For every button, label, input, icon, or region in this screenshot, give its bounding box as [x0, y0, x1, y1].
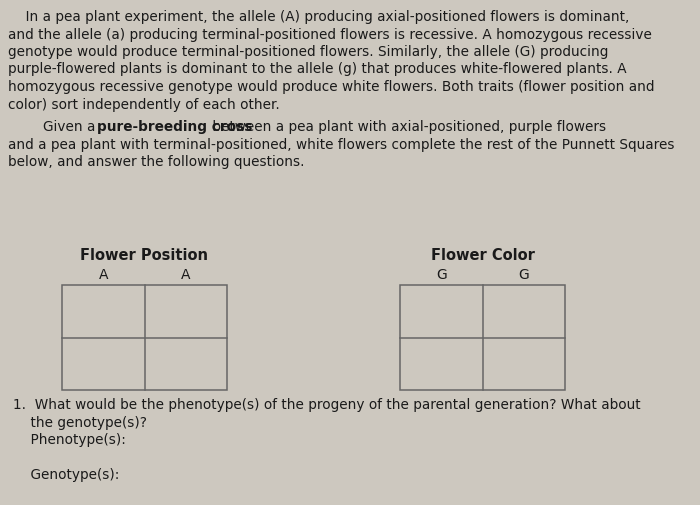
Text: genotype would produce terminal-positioned flowers. Similarly, the allele (G) pr: genotype would produce terminal-position…	[8, 45, 608, 59]
Text: purple-flowered plants is dominant to the allele (g) that produces white-flowere: purple-flowered plants is dominant to th…	[8, 63, 626, 76]
Bar	[62, 285, 227, 390]
Bar	[400, 285, 565, 390]
Text: homozygous recessive genotype would produce white flowers. Both traits (flower p: homozygous recessive genotype would prod…	[8, 80, 655, 94]
Text: between a pea plant with axial-positioned, purple flowers: between a pea plant with axial-positione…	[207, 120, 606, 134]
Text: Genotype(s):: Genotype(s):	[13, 468, 120, 482]
Text: pure-breeding cross: pure-breeding cross	[97, 120, 252, 134]
Text: G: G	[436, 268, 447, 282]
Text: and the allele (a) producing terminal-positioned flowers is recessive. A homozyg: and the allele (a) producing terminal-po…	[8, 27, 652, 41]
Text: Given a: Given a	[8, 120, 99, 134]
Text: A: A	[99, 268, 108, 282]
Text: and a pea plant with terminal-positioned, white flowers complete the rest of the: and a pea plant with terminal-positioned…	[8, 137, 675, 152]
Text: G: G	[519, 268, 529, 282]
Text: Flower Position: Flower Position	[80, 248, 209, 263]
Text: Phenotype(s):: Phenotype(s):	[13, 433, 126, 447]
Text: color) sort independently of each other.: color) sort independently of each other.	[8, 97, 280, 112]
Text: 1.  What would be the phenotype(s) of the progeny of the parental generation? Wh: 1. What would be the phenotype(s) of the…	[13, 398, 640, 412]
Text: below, and answer the following questions.: below, and answer the following question…	[8, 155, 304, 169]
Text: A: A	[181, 268, 190, 282]
Text: the genotype(s)?: the genotype(s)?	[13, 416, 147, 429]
Text: In a pea plant experiment, the allele (A) producing axial-positioned flowers is : In a pea plant experiment, the allele (A…	[8, 10, 629, 24]
Text: Flower Color: Flower Color	[430, 248, 534, 263]
